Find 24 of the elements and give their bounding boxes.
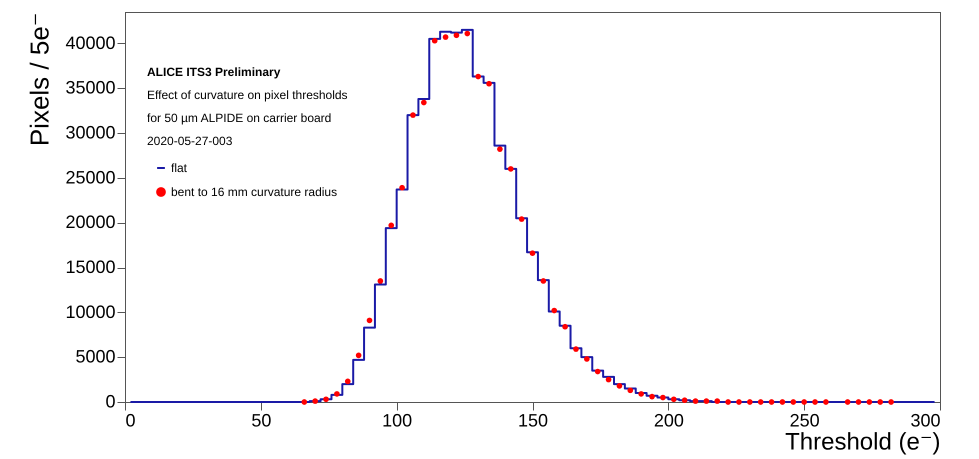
y-tick-label: 0: [105, 392, 116, 412]
y-tick-label: 25000: [65, 167, 116, 188]
y-tick-label: 40000: [65, 32, 116, 53]
annotation: 2020-05-27-003: [147, 134, 233, 148]
x-axis-title: Threshold (e⁻): [785, 428, 940, 456]
x-tick-label: 0: [126, 410, 136, 430]
x-tick-label: 300: [910, 410, 940, 430]
annotation: for 50 µm ALPIDE on carrier board: [147, 111, 332, 125]
y-tick-label: 35000: [65, 78, 116, 98]
y-tick-label: 20000: [65, 212, 116, 232]
x-tick-label: 100: [382, 410, 412, 430]
y-tick-label: 30000: [65, 122, 116, 143]
annotation: ALICE ITS3 Preliminary: [147, 65, 281, 79]
annotation: Effect of curvature on pixel thresholds: [147, 88, 348, 102]
legend-label: bent to 16 mm curvature radius: [171, 185, 338, 199]
x-tick-label: 250: [790, 410, 820, 430]
y-axis-title: Pixels / 5e⁻: [24, 12, 54, 146]
y-tick-label: 15000: [65, 257, 116, 278]
x-tick-label: 50: [251, 410, 272, 430]
y-tick-label: 10000: [65, 302, 116, 322]
x-tick-label: 150: [518, 410, 548, 430]
y-tick-label: 5000: [75, 346, 116, 367]
x-tick-label: 200: [654, 410, 684, 430]
legend-label: flat: [171, 161, 188, 175]
